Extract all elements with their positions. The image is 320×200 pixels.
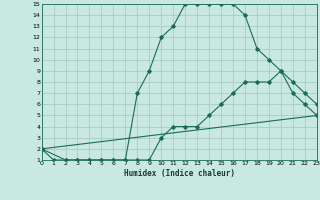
X-axis label: Humidex (Indice chaleur): Humidex (Indice chaleur) xyxy=(124,169,235,178)
